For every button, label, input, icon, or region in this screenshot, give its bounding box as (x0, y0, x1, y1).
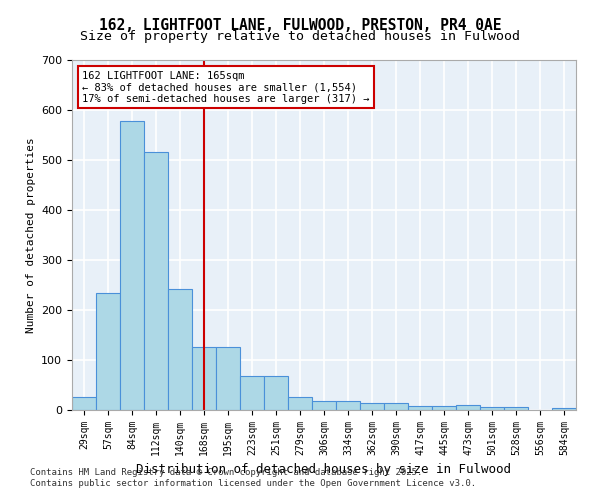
Bar (96, 293, 120, 410)
Bar (120, 121, 144, 410)
Bar (144, 152, 168, 410)
Bar (192, 346, 216, 410)
Bar (384, 402, 408, 410)
Bar (480, 407, 504, 410)
Text: Contains HM Land Registry data © Crown copyright and database right 2025.
Contai: Contains HM Land Registry data © Crown c… (30, 468, 476, 487)
Bar (72, 396, 96, 410)
Bar (408, 406, 432, 410)
Bar (168, 289, 192, 410)
Text: 162 LIGHTFOOT LANE: 165sqm
← 83% of detached houses are smaller (1,554)
17% of s: 162 LIGHTFOOT LANE: 165sqm ← 83% of deta… (82, 70, 370, 104)
Bar (552, 408, 576, 410)
Bar (360, 402, 384, 410)
Bar (456, 405, 480, 410)
Bar (240, 376, 264, 410)
X-axis label: Distribution of detached houses by size in Fulwood: Distribution of detached houses by size … (137, 464, 511, 476)
Bar (432, 406, 456, 410)
Bar (504, 407, 528, 410)
Bar (288, 396, 312, 410)
Text: Size of property relative to detached houses in Fulwood: Size of property relative to detached ho… (80, 30, 520, 43)
Y-axis label: Number of detached properties: Number of detached properties (26, 137, 35, 333)
Text: 162, LIGHTFOOT LANE, FULWOOD, PRESTON, PR4 0AE: 162, LIGHTFOOT LANE, FULWOOD, PRESTON, P… (99, 18, 501, 32)
Bar (312, 401, 336, 410)
Bar (216, 346, 240, 410)
Bar (336, 401, 360, 410)
Bar (264, 376, 288, 410)
